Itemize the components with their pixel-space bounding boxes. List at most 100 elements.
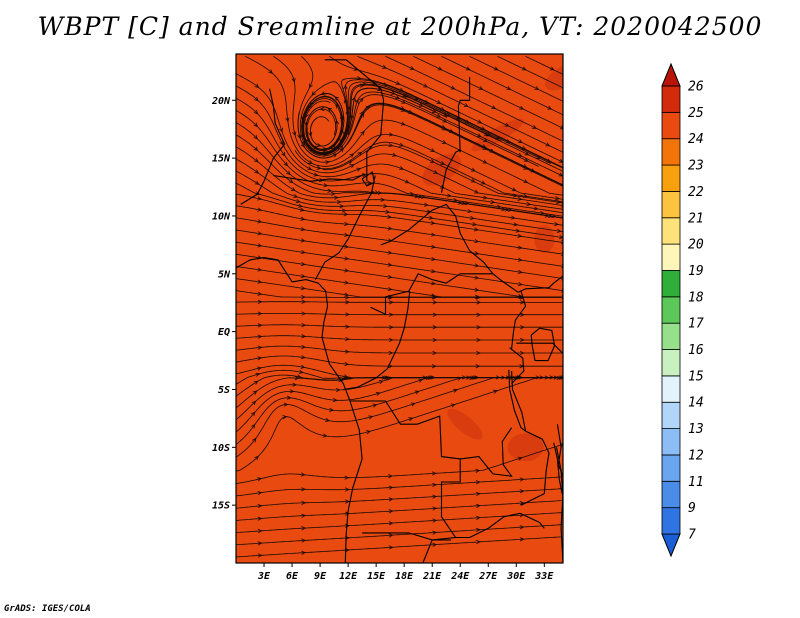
streamline-arrow xyxy=(253,146,259,152)
streamline-arrow xyxy=(251,411,256,417)
streamline xyxy=(236,364,563,379)
streamline-arrow xyxy=(431,364,437,369)
streamline-arrow xyxy=(378,380,384,385)
streamline-arrow xyxy=(476,503,481,508)
streamline-arrow xyxy=(520,325,525,330)
streamline-arrow xyxy=(283,161,289,167)
streamline-arrow xyxy=(453,388,458,393)
streamline-arrow xyxy=(356,167,362,172)
streamline-arrow xyxy=(298,369,304,374)
streamline-arrow xyxy=(257,323,263,328)
streamline-arrow xyxy=(345,336,350,342)
streamline-arrow xyxy=(432,350,438,356)
lon-tick-label: 30E xyxy=(506,571,526,582)
warm-patch xyxy=(507,433,544,462)
streamline-arrow xyxy=(469,215,475,221)
streamline xyxy=(236,324,563,328)
streamline-arrow xyxy=(383,203,388,209)
streamline-arrow xyxy=(512,193,518,198)
streamline-arrow xyxy=(351,96,356,102)
streamline-arrow xyxy=(301,139,306,145)
streamline-arrow xyxy=(483,138,488,142)
map-frame xyxy=(235,53,564,564)
streamline-arrow xyxy=(476,491,481,497)
streamline-arrow xyxy=(301,299,307,304)
streamline-arrow xyxy=(534,86,540,90)
streamline-arrow xyxy=(338,144,344,150)
streamline-arrow xyxy=(322,147,328,152)
streamline-arrow xyxy=(521,145,527,150)
streamline-arrow xyxy=(300,142,305,148)
streamline-arrow xyxy=(254,169,260,174)
grads-credit: GrADS: IGES/COLA xyxy=(4,604,91,614)
streamline-arrow xyxy=(483,131,489,136)
border-line xyxy=(236,257,363,563)
streamline-arrow xyxy=(474,251,480,256)
streamline-arrow xyxy=(476,325,482,330)
streamline-arrow xyxy=(257,356,263,361)
streamline-arrow xyxy=(296,374,302,379)
colorbar-label: 7 xyxy=(688,528,696,543)
streamline-arrow xyxy=(349,153,355,158)
streamline-arrow xyxy=(517,257,523,262)
border-line xyxy=(508,369,527,433)
lon-tick-label: 18E xyxy=(395,571,414,582)
streamline-arrow xyxy=(294,376,300,381)
streamline-arrow xyxy=(316,142,322,148)
streamline-arrow xyxy=(431,281,436,286)
streamline-arrow xyxy=(465,119,470,124)
streamline-arrow xyxy=(559,443,563,447)
streamline-arrow xyxy=(318,177,324,183)
streamline-arrow xyxy=(395,81,401,85)
colorbar-box xyxy=(661,296,681,324)
streamline-arrow xyxy=(308,159,313,164)
streamline-arrow xyxy=(409,191,415,196)
streamline-arrow xyxy=(390,90,396,95)
streamline xyxy=(236,158,563,226)
border-line xyxy=(324,59,385,182)
streamline-arrow xyxy=(344,475,350,480)
streamline xyxy=(236,182,563,239)
streamline-arrow xyxy=(301,487,306,492)
streamline-arrow xyxy=(292,131,297,137)
streamline-arrow xyxy=(257,504,263,509)
streamline-arrow xyxy=(442,118,448,123)
streamline-arrow xyxy=(257,231,263,236)
streamline-arrow xyxy=(327,107,333,112)
streamline xyxy=(236,355,563,367)
streamline-arrow xyxy=(329,407,334,412)
streamline-arrow xyxy=(467,209,473,214)
streamline-arrow xyxy=(532,124,537,129)
streamline-arrow xyxy=(450,85,456,90)
streamline-arrow xyxy=(519,501,525,506)
border-line xyxy=(362,532,456,541)
streamline-arrow xyxy=(257,243,263,248)
streamline-arrow xyxy=(279,127,283,133)
streamline-arrow xyxy=(295,198,301,204)
colorbar-box xyxy=(661,85,681,113)
streamline-arrow xyxy=(517,269,523,274)
streamline-arrow xyxy=(402,93,408,97)
streamline-arrow xyxy=(395,95,401,100)
lon-tick-label: 12E xyxy=(339,571,358,582)
streamline-arrow xyxy=(345,499,350,504)
streamline-arrow xyxy=(490,199,496,205)
border-line xyxy=(370,273,519,316)
streamline-arrow xyxy=(291,77,296,83)
streamline xyxy=(322,144,563,204)
colorbar-label: 16 xyxy=(688,343,704,358)
streamline-arrow xyxy=(345,300,350,305)
streamline-arrow xyxy=(372,403,378,408)
streamline-arrow xyxy=(279,140,284,146)
colorbar-label: 14 xyxy=(688,396,704,411)
streamline-arrow xyxy=(300,355,306,360)
streamline-arrow xyxy=(281,151,286,157)
streamline-arrow xyxy=(423,202,429,207)
lon-tick-label: 15E xyxy=(367,571,386,582)
streamline-arrow xyxy=(334,195,339,200)
colorbar-box xyxy=(661,191,681,219)
streamline-arrow xyxy=(359,97,364,103)
streamline-arrow xyxy=(292,382,298,387)
colorbar-label: 15 xyxy=(688,369,704,384)
streamline-arrow xyxy=(517,456,523,461)
